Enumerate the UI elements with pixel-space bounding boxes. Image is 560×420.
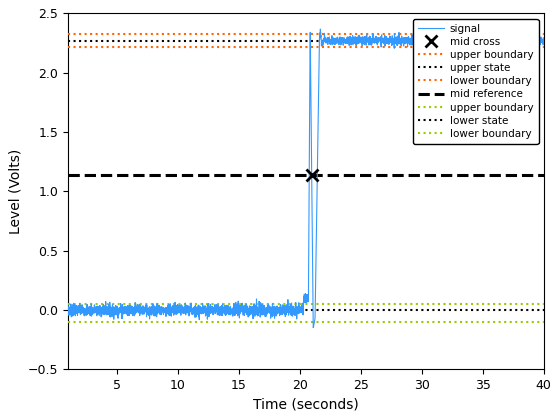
upper boundary xyxy=(53,302,59,307)
upper boundary xyxy=(65,31,72,36)
mid reference xyxy=(65,173,72,178)
Legend: signal, mid cross, upper boundary, upper state, lower boundary, mid reference, u: signal, mid cross, upper boundary, upper… xyxy=(413,18,539,144)
lower state xyxy=(53,307,59,312)
Line: signal: signal xyxy=(68,29,544,328)
mid reference xyxy=(53,173,59,178)
signal xyxy=(310,325,316,330)
lower boundary xyxy=(53,319,59,324)
upper state xyxy=(65,38,72,43)
X-axis label: Time (seconds): Time (seconds) xyxy=(253,398,359,412)
signal xyxy=(502,40,509,45)
Y-axis label: Level (Volts): Level (Volts) xyxy=(8,149,22,234)
signal xyxy=(540,39,547,45)
lower boundary xyxy=(53,44,59,49)
lower state xyxy=(65,307,72,312)
upper boundary xyxy=(53,31,59,36)
upper state xyxy=(53,38,59,43)
signal xyxy=(317,26,324,32)
signal xyxy=(526,36,533,41)
lower boundary xyxy=(65,319,72,324)
signal xyxy=(264,309,271,314)
upper boundary xyxy=(65,302,72,307)
lower boundary xyxy=(65,44,72,49)
signal xyxy=(65,302,72,307)
signal xyxy=(268,308,275,313)
signal xyxy=(291,310,297,315)
signal xyxy=(410,36,417,41)
